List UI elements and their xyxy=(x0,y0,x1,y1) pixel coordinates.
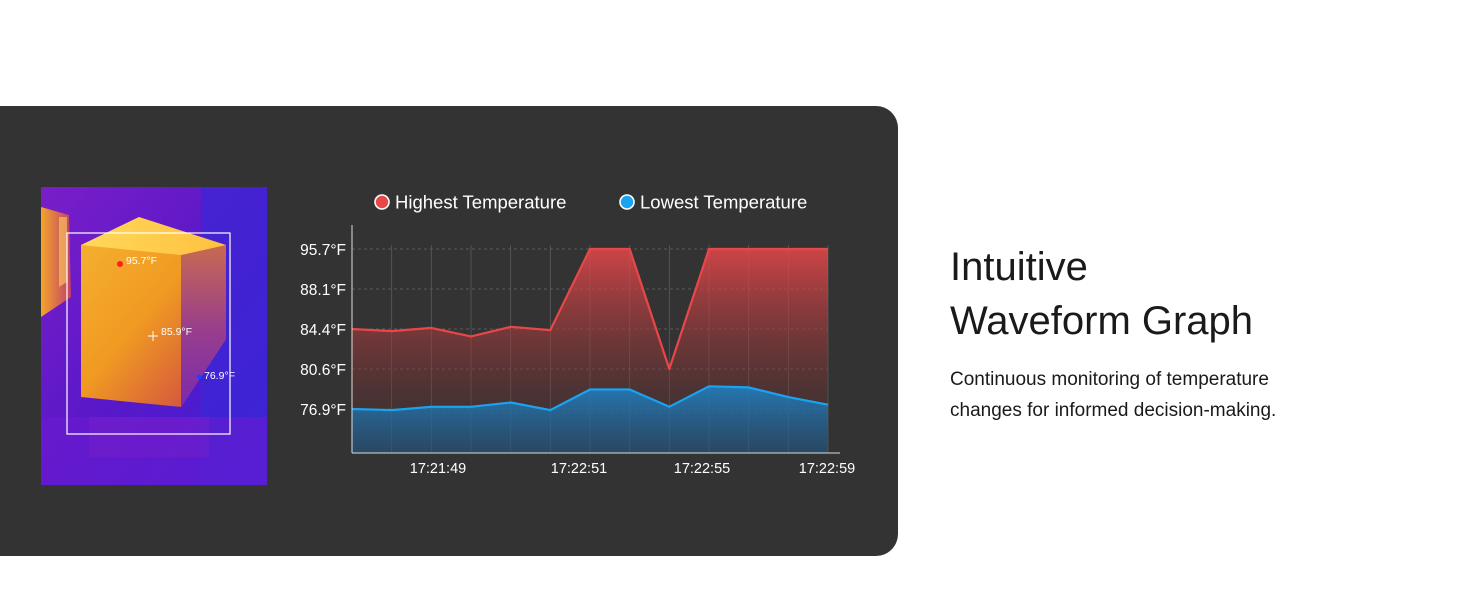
max-point-icon xyxy=(117,261,123,267)
series-area-lowest xyxy=(352,386,828,453)
legend-label: Highest Temperature xyxy=(395,192,566,213)
y-tick-label: 76.9°F xyxy=(300,402,346,419)
y-tick-label: 84.4°F xyxy=(300,322,346,339)
x-tick-label: 17:21:49 xyxy=(410,461,466,477)
thermal-max-label: 95.7°F xyxy=(126,255,157,267)
x-tick-label: 17:22:51 xyxy=(551,461,607,477)
x-tick-label: 17:22:55 xyxy=(674,461,730,477)
thermal-center-label: 85.9°F xyxy=(161,326,192,338)
legend-marker-icon xyxy=(374,194,390,210)
thermal-image: 95.7°F 85.9°F 76.9°F xyxy=(41,187,267,485)
legend-marker-icon xyxy=(619,194,635,210)
y-tick-label: 80.6°F xyxy=(300,362,346,379)
chart-svg: Highest Temperature Lowest Temperature 95… xyxy=(300,192,855,478)
description: Continuous monitoring of temperature cha… xyxy=(950,369,1277,421)
heading-line-2: Waveform Graph xyxy=(950,299,1254,343)
y-tick-label: 95.7°F xyxy=(300,242,346,259)
temperature-chart: Highest Temperature Lowest Temperature 95… xyxy=(280,180,880,490)
heading: Intuitive Waveform Graph xyxy=(950,240,1370,348)
legend-label: Lowest Temperature xyxy=(640,192,807,213)
min-point-icon xyxy=(196,374,202,380)
x-tick-label: 17:22:59 xyxy=(799,461,855,477)
y-tick-label: 88.1°F xyxy=(300,282,346,299)
thermal-min-label: 76.9°F xyxy=(204,370,235,382)
heading-line-1: Intuitive xyxy=(950,245,1088,289)
